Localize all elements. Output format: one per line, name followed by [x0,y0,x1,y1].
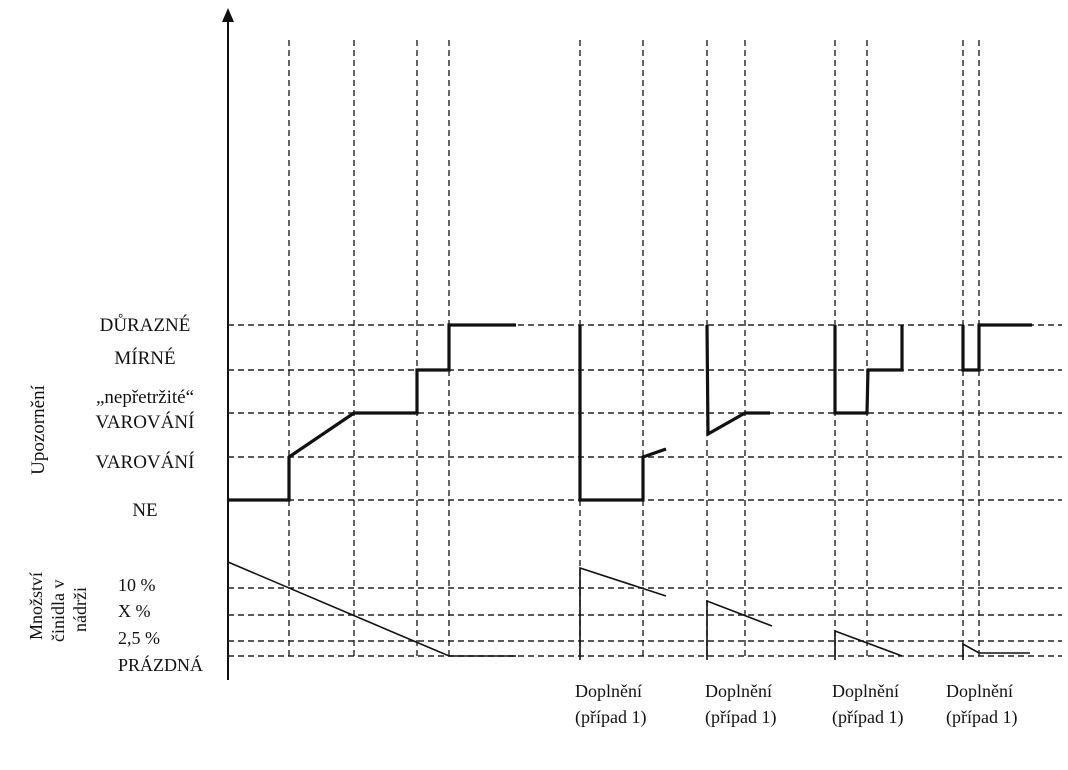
refill-label-4-line-2: (případ 1) [946,707,1017,728]
warning-curve-initial [228,323,516,502]
tank-title-line-2: činidla v [48,580,68,642]
tank-curve-refill-1 [579,566,667,660]
label-durazne: DŮRAZNÉ [100,314,191,336]
refill-label-2-line-2: (případ 1) [705,707,776,728]
tank-curve-refill-4 [962,642,1030,660]
tank-curve-initial [227,561,516,657]
warning-curves [228,323,1032,502]
y-axis-arrow [222,8,234,22]
tank-curve-refill-3 [834,629,903,660]
tank-level-labels: 10 % X % 2,5 % PRÁZDNÁ [118,575,203,675]
label-xpct: X % [118,601,151,621]
label-10pct: 10 % [118,575,156,595]
warning-curve-refill-3 [833,325,904,415]
tank-curves [227,561,1030,660]
tank-title-line-3: nádrži [70,587,90,632]
refill-label-1-line-1: Doplnění [575,681,642,701]
label-ne: NE [132,500,157,521]
label-2-5pct: 2,5 % [118,628,160,648]
tank-title: Množství činidla v nádrži [26,572,90,642]
refill-labels: Doplnění (případ 1) Doplnění (případ 1) … [575,681,1017,728]
label-varovani: VAROVÁNÍ [96,451,195,473]
warning-curve-refill-2 [705,324,770,437]
warning-curve-refill-1 [578,325,667,502]
tank-curve-refill-2 [706,599,773,660]
label-empty: PRÁZDNÁ [118,654,203,675]
event-gridlines [288,40,980,660]
tank-title-line-1: Množství [26,572,46,640]
label-neprerusovane-2: VAROVÁNÍ [96,411,195,433]
level-gridlines [228,324,1062,657]
refill-label-4-line-1: Doplnění [946,681,1013,701]
refill-label-1-line-2: (případ 1) [575,707,646,728]
label-mirne: MÍRNÉ [114,347,175,369]
label-neprerusovane-1: „nepřetržité“ [96,387,194,408]
axes [222,8,234,680]
y-axis-title: Upozornění [28,384,49,474]
warning-curve-refill-4 [961,323,1032,372]
refill-label-3-line-2: (případ 1) [832,707,903,728]
refill-label-2-line-1: Doplnění [705,681,772,701]
refill-label-3-line-1: Doplnění [832,681,899,701]
level-labels: DŮRAZNÉ MÍRNÉ „nepřetržité“ VAROVÁNÍ VAR… [96,314,195,521]
